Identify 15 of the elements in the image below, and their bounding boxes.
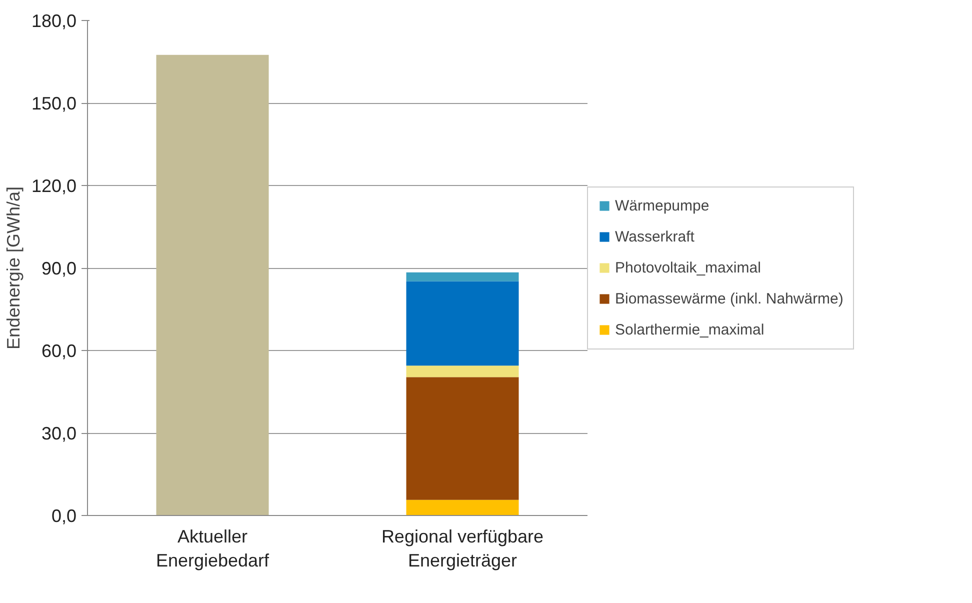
legend-label: Photovoltaik_maximal [615, 259, 761, 276]
y-tick-label: 180,0 [31, 11, 77, 31]
legend-label: Solarthermie_maximal [615, 321, 764, 338]
y-tick-label: 0,0 [51, 506, 77, 526]
y-tick-label: 120,0 [31, 176, 77, 196]
legend-label: Wasserkraft [615, 228, 694, 245]
y-tick-label: 150,0 [31, 94, 77, 114]
legend-label: Biomassewärme (inkl. Nahwärme) [615, 290, 844, 307]
y-tick-label: 90,0 [41, 258, 77, 278]
y-tick-label: 30,0 [41, 424, 77, 444]
x-tick-label: Regional verfügbare Energieträger [381, 526, 544, 570]
legend-label: Wärmepumpe [615, 197, 710, 214]
y-axis-title: Endenergie [GWh/a] [3, 186, 24, 350]
x-tick-label: Aktueller Energiebedarf [156, 526, 270, 570]
y-tick-label: 60,0 [41, 341, 77, 361]
